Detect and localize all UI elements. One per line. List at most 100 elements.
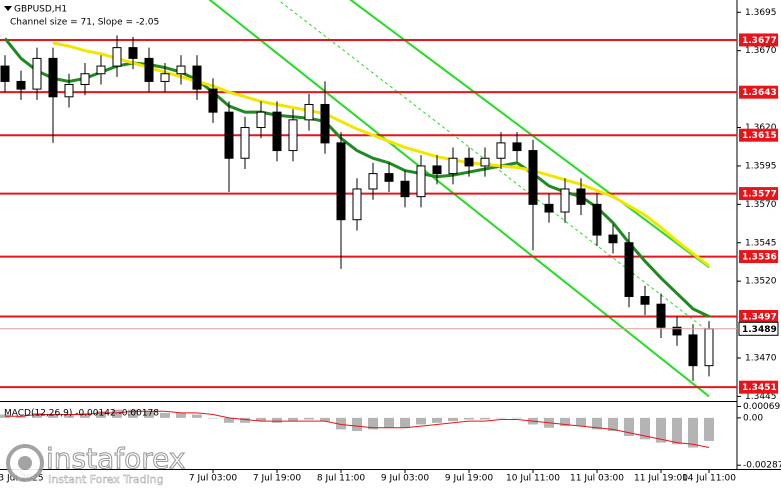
level-label: 1.3643 [742,88,777,98]
macd-bar [144,411,154,418]
candle-body [304,103,314,121]
level-label-box [739,33,778,47]
macd-bar [32,412,42,418]
candle-body [592,203,602,236]
chart-subtitle: Channel size = 71, Slope = -2.05 [10,18,159,28]
candle-body [192,65,202,90]
channel-line [277,0,710,333]
macd-bar [160,412,170,418]
y-tick-label: 1.3620 [745,123,777,133]
candle-body [320,103,330,144]
y-tick-label: 1.3545 [745,238,777,248]
macd-bar [512,417,522,419]
axes: 1.3695 1.3670 1.3620 1.3595 1.3570 1.3545 1.35… [0,8,781,484]
macd-bar [576,417,586,427]
candle-body [432,165,442,175]
macd-bar [16,416,26,418]
level-label: 1.3577 [742,190,777,200]
x-tick-label: 10 Jul 11:00 [506,474,560,484]
current-price-label: 1.3489 [742,325,777,335]
candle-body [496,142,506,159]
candle-body [640,296,650,305]
macd-title: MACD(12,26,9) -0.00142 -0.00178 [4,409,159,419]
level-label-box [739,250,778,264]
price-plot [0,0,737,398]
watermark-logo-core [18,456,32,470]
level-label: 1.3615 [742,131,777,141]
macd-bar [224,417,234,423]
level-label-box [739,187,778,201]
candle-body [16,80,26,90]
candle-body [0,65,10,82]
macd-bar [496,417,506,419]
macd-bar [656,417,666,443]
candle-body [384,173,394,182]
candle-body [464,157,474,167]
macd-bar [96,411,106,418]
macd-bar [368,417,378,430]
x-tick-label: 7 Jul 19:00 [253,474,302,484]
candle-body [704,328,714,367]
candle-body [448,157,458,175]
macd-bar [432,417,442,423]
candle-body [80,73,90,86]
y-tick-label: 1.3695 [745,8,777,18]
macd-plot [0,409,714,449]
macd-tick-label: 0.00069 [743,402,780,412]
watermark-title: instaforex [46,442,185,475]
channel-line [349,0,710,269]
macd-bar [304,417,314,420]
macd-bar [560,417,570,427]
level-label: 1.3451 [742,383,777,393]
macd-bar [688,417,698,448]
candle-body [576,188,586,205]
macd-bar [80,412,90,418]
macd-bar [608,417,618,432]
macd-bar [112,409,122,418]
macd-bar [176,412,186,418]
macd-tick-label: 0.00 [743,413,763,423]
watermark-subtitle: Instant Forex Trading [48,473,164,486]
macd-bar [256,417,266,422]
macd-bar [672,417,682,445]
macd-bar [192,414,202,418]
macd-bar [240,417,250,423]
macd-signal [5,410,710,449]
x-tick-label: 9 Jul 19:00 [445,474,494,484]
candle-body [32,57,42,90]
candle-body [208,88,218,113]
candle-body [48,57,58,98]
moving-average [3,37,710,318]
macd-bar [448,417,458,422]
y-tick-label: 1.3595 [745,161,777,171]
x-tick-label: 11 Jul 03:00 [570,474,624,484]
candle-body [64,84,74,98]
level-label: 1.3536 [742,253,777,263]
candle-body [528,150,538,205]
candle-body [512,142,522,152]
x-tick-label: 11 Jul 19:00 [634,474,688,484]
candle-body [128,47,138,59]
macd-bar [288,417,298,422]
candle-body [400,180,410,198]
macd-bar [640,417,650,440]
macd-bar [272,417,282,423]
y-tick-label: 1.3670 [745,46,777,56]
macd-bar [416,417,426,425]
candle-body [624,242,634,298]
candle-body [560,188,570,213]
macd-bar [704,417,714,441]
x-tick-label: 7 Jul 03:00 [189,474,238,484]
chart-title: GBPUSD,H1 [14,5,67,15]
candle-body [656,303,666,328]
candle-body [176,65,186,75]
candle-body [480,157,490,167]
moving-average [52,41,710,267]
macd-bar [352,417,362,432]
macd-bar [624,417,634,436]
title-arrow [4,6,12,11]
macd-bar [464,417,474,420]
x-tick-label: 8 Jul 11:00 [317,474,366,484]
candle-body [336,142,346,221]
